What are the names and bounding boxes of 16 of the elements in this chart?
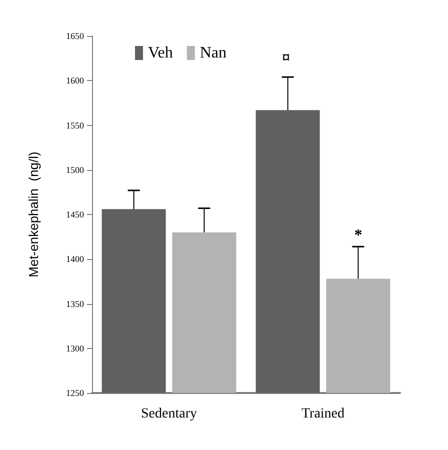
- y-tick-label: 1250: [66, 388, 84, 398]
- y-tick-label: 1300: [66, 343, 84, 354]
- annotation: *: [354, 227, 362, 244]
- y-tick-label: 1400: [66, 254, 84, 264]
- y-tick-label: 1650: [66, 31, 84, 41]
- legend-label: Nan: [200, 44, 227, 62]
- y-axis-title: Met-enkephalin (ng/l): [26, 152, 41, 278]
- x-tick-label: Sedentary: [141, 406, 197, 422]
- annotation: ¤: [282, 50, 290, 66]
- x-tick-label: Trained: [301, 406, 345, 422]
- y-tick-label: 1450: [66, 210, 84, 220]
- legend-label: Veh: [148, 44, 173, 62]
- y-tick-label: 1550: [66, 120, 84, 130]
- y-tick-label: 1500: [66, 164, 84, 175]
- y-tick-label: 1600: [66, 76, 84, 86]
- y-tick-label: 1350: [66, 298, 84, 309]
